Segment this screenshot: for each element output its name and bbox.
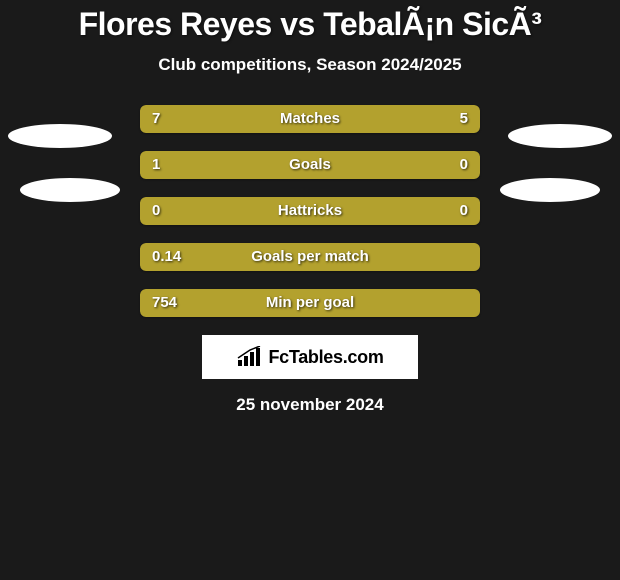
- stat-label: Matches: [140, 105, 480, 133]
- stat-value-right: 0: [460, 151, 468, 179]
- stat-label: Min per goal: [140, 289, 480, 317]
- stat-row-matches: 7 Matches 5: [0, 105, 620, 133]
- date-label: 25 november 2024: [0, 395, 620, 415]
- stat-label: Hattricks: [140, 197, 480, 225]
- stat-value-right: 5: [460, 105, 468, 133]
- brand-text: FcTables.com: [268, 347, 383, 368]
- stat-row-min-per-goal: 754 Min per goal: [0, 289, 620, 317]
- bar-chart-icon: [236, 346, 262, 368]
- stat-label: Goals per match: [140, 243, 480, 271]
- stat-row-goals-per-match: 0.14 Goals per match: [0, 243, 620, 271]
- page-title: Flores Reyes vs TebalÃ¡n SicÃ³: [0, 0, 620, 43]
- stat-row-hattricks: 0 Hattricks 0: [0, 197, 620, 225]
- stat-label: Goals: [140, 151, 480, 179]
- stat-row-goals: 1 Goals 0: [0, 151, 620, 179]
- stat-value-right: 0: [460, 197, 468, 225]
- page-subtitle: Club competitions, Season 2024/2025: [0, 55, 620, 75]
- brand-box: FcTables.com: [202, 335, 418, 379]
